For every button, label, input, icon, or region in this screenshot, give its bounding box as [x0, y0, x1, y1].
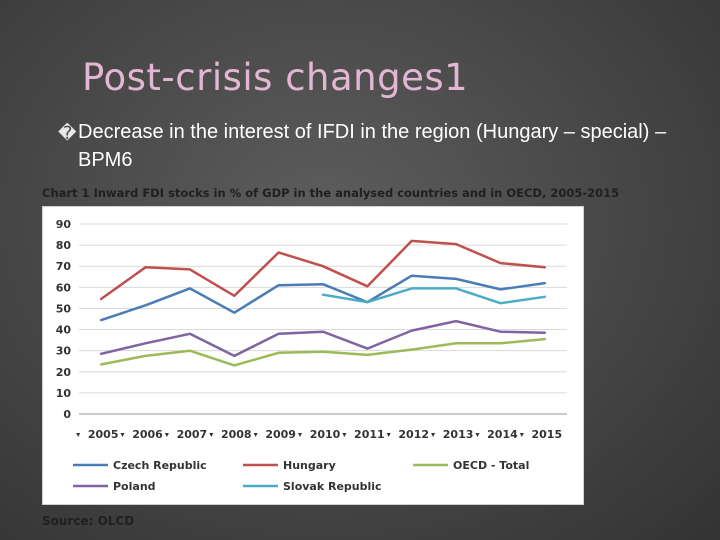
x-tick-label: 2008: [221, 428, 252, 441]
slide-title: Post-crisis changes1: [82, 56, 469, 99]
line-chart: 0 10 20 30 40 50 60 70 80 90 2005 2006 2007 2008 2009 2…: [56, 218, 567, 493]
chart-title: Chart 1 Inward FDI stocks in % of GDP in…: [42, 186, 620, 200]
series-line-slovak-republic: [321, 287, 547, 305]
bullet-icon: �: [58, 123, 77, 143]
y-tick-label: 90: [56, 218, 72, 231]
y-tick-label: 20: [56, 366, 72, 379]
x-tick-label: 2011: [354, 428, 385, 441]
tick-marker-icon: [475, 433, 480, 437]
y-tick-label: 30: [56, 345, 72, 358]
series-line-czech-republic: [99, 274, 547, 322]
tick-marker-icon: [342, 433, 347, 437]
chart-panel: 0 10 20 30 40 50 60 70 80 90 2005 2006 2007 2008 2009 2…: [42, 206, 584, 505]
tick-marker-icon: [76, 433, 81, 437]
x-tick-label: 2015: [532, 428, 563, 441]
series-line-poland: [99, 319, 547, 358]
x-tick-label: 2010: [310, 428, 341, 441]
x-tick-label: 2012: [398, 428, 429, 441]
tick-marker-icon: [120, 433, 125, 437]
legend-label: Czech Republic: [113, 459, 207, 472]
chart-source: Source: OLCD: [42, 514, 135, 528]
tick-marker-icon: [253, 433, 258, 437]
y-tick-label: 10: [56, 387, 72, 400]
y-tick-label: 0: [63, 408, 71, 421]
legend-label: OECD - Total: [453, 459, 529, 472]
y-tick-label: 70: [56, 260, 72, 273]
series-line-oecd-total: [99, 337, 547, 367]
x-tick-label: 2009: [265, 428, 296, 441]
tick-marker-icon: [164, 433, 169, 437]
tick-marker-icon: [386, 433, 391, 437]
x-tick-label: 2007: [177, 428, 208, 441]
x-tick-label: 2014: [487, 428, 518, 441]
tick-marker-icon: [431, 433, 436, 437]
x-tick-label: 2006: [132, 428, 163, 441]
legend-label: Hungary: [283, 459, 336, 472]
series-line-hungary: [99, 239, 547, 301]
legend-label: Poland: [113, 480, 156, 493]
tick-marker-icon: [298, 433, 302, 437]
y-tick-label: 50: [56, 302, 72, 315]
tick-marker-icon: [519, 433, 524, 437]
legend-label: Slovak Republic: [283, 480, 382, 493]
y-tick-label: 80: [56, 239, 72, 252]
y-tick-label: 40: [56, 324, 72, 337]
x-tick-label: 2013: [443, 428, 474, 441]
bullet-text: Decrease in the interest of IFDI in the …: [78, 121, 667, 171]
y-tick-label: 60: [56, 281, 72, 294]
x-tick-label: 2005: [88, 428, 119, 441]
tick-marker-icon: [209, 433, 214, 437]
